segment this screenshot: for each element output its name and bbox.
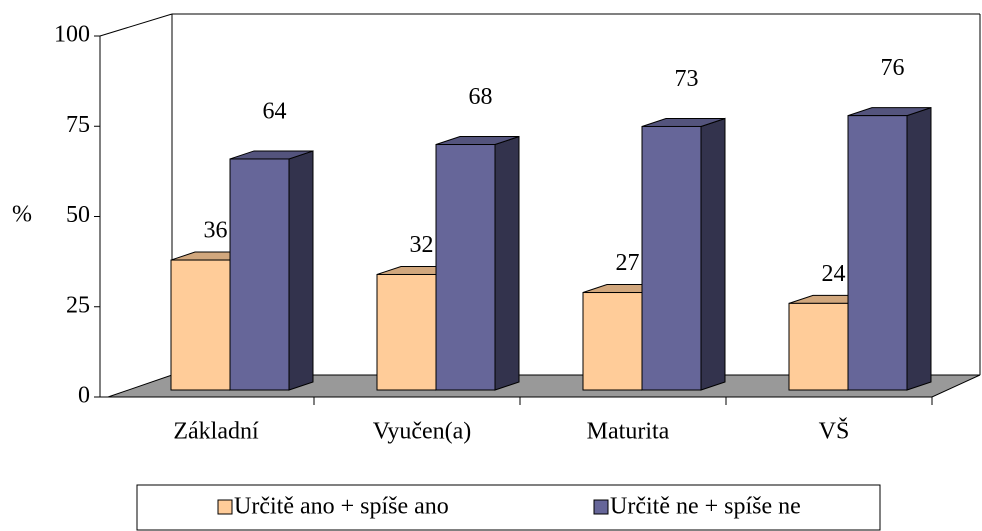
bar-side (288, 150, 314, 391)
value-label: 32 (410, 232, 434, 258)
value-label: 27 (616, 250, 640, 276)
value-label: 36 (204, 218, 228, 244)
bar-side (494, 135, 520, 391)
y-tick-label: 50 (66, 202, 90, 228)
bar (788, 302, 849, 391)
legend-swatch (593, 499, 609, 515)
bar (229, 158, 290, 391)
legend (136, 484, 881, 531)
x-tick-label: VŠ (819, 418, 850, 445)
bar (435, 144, 496, 391)
value-label: 24 (822, 261, 846, 287)
x-tick-label: Základní (173, 419, 259, 445)
legend-label: Určitě ne + spíše ne (610, 494, 801, 520)
value-label: 73 (675, 66, 699, 92)
bar (376, 273, 437, 391)
value-label: 76 (881, 55, 905, 81)
x-tick-label: Vyučen(a) (373, 419, 472, 445)
bar (170, 259, 231, 391)
bar (582, 292, 643, 391)
value-label: 68 (469, 84, 493, 110)
bar (641, 125, 702, 391)
legend-label: Určitě ano + spíše ano (234, 494, 449, 520)
y-tick-label: 100 (54, 22, 90, 48)
y-tick-label: 75 (66, 112, 90, 138)
y-tick-label: 25 (66, 292, 90, 318)
bar-side (700, 117, 726, 391)
bar (847, 115, 908, 391)
value-label: 64 (263, 98, 287, 124)
x-tick-label: Maturita (587, 419, 670, 445)
y-axis-label: % (12, 202, 32, 228)
y-tick-label: 0 (78, 383, 90, 409)
legend-swatch (217, 499, 233, 515)
bar-side (906, 106, 932, 391)
wall-edge (99, 13, 173, 37)
